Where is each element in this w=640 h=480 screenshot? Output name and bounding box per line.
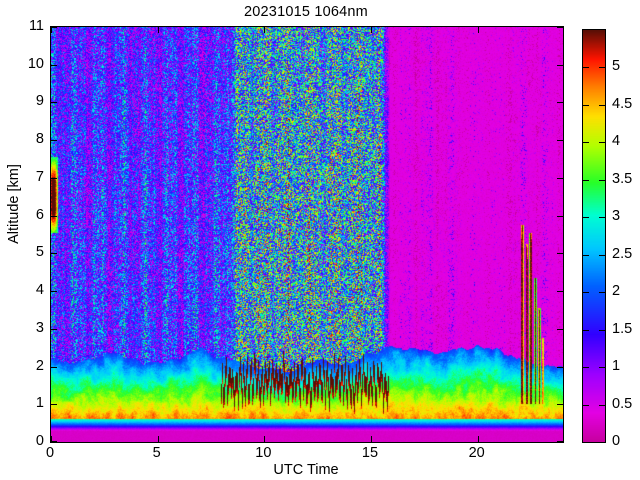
colorbar-tick-mark	[599, 254, 605, 256]
y-tick-mark	[557, 366, 563, 368]
colorbar-tick-label: 1	[612, 358, 621, 375]
y-tick-mark	[557, 291, 563, 293]
y-tick-mark	[557, 215, 563, 217]
y-tick-label: 11	[28, 18, 44, 34]
colorbar-tick-mark	[583, 217, 589, 219]
colorbar-tick-mark	[599, 404, 605, 406]
chart-title: 20231015 1064nm	[244, 4, 368, 20]
y-tick-mark	[51, 27, 57, 28]
colorbar-tick-mark	[599, 67, 605, 69]
colorbar-gradient	[583, 30, 605, 442]
colorbar-tick-label: 4	[612, 133, 621, 150]
y-tick-mark	[51, 102, 57, 104]
x-tick-mark	[51, 27, 52, 33]
colorbar-tick-mark	[599, 292, 605, 294]
heatmap-plot-area	[50, 26, 564, 443]
x-tick-mark	[51, 436, 52, 442]
colorbar-tick-label: 2.5	[612, 245, 633, 262]
y-tick-mark	[51, 215, 57, 217]
x-tick-mark	[477, 27, 479, 33]
x-tick-mark	[157, 436, 159, 442]
y-tick-mark	[557, 102, 563, 104]
y-tick-mark	[557, 328, 563, 330]
y-tick-mark	[557, 404, 563, 406]
y-tick-label: 0	[35, 433, 44, 449]
colorbar-tick-mark	[599, 104, 605, 106]
y-tick-mark	[557, 177, 563, 179]
colorbar-tick-mark	[599, 217, 605, 219]
x-tick-mark	[157, 27, 159, 33]
colorbar-tick-label: 4.5	[612, 95, 633, 112]
x-tick-mark	[264, 436, 266, 442]
y-tick-mark	[557, 64, 563, 66]
y-tick-label: 8	[35, 131, 44, 148]
colorbar-tick-mark	[599, 142, 605, 144]
x-tick-label: 20	[468, 445, 485, 461]
colorbar-tick-mark	[583, 142, 589, 144]
y-tick-label: 4	[35, 282, 44, 299]
colorbar-tick-label: 0	[612, 433, 621, 449]
y-tick-label: 10	[27, 55, 44, 72]
x-tick-mark	[371, 436, 372, 442]
y-tick-label: 5	[35, 244, 44, 261]
x-tick-label: 10	[255, 445, 272, 461]
y-axis-tick-labels: 0 1 2 3 4 5 6 7 8 9 10 11	[0, 18, 44, 449]
y-tick-mark	[51, 366, 57, 368]
y-tick-mark	[51, 291, 57, 293]
y-tick-mark	[557, 253, 563, 255]
x-tick-label: 15	[361, 445, 379, 461]
y-tick-mark	[557, 27, 563, 28]
x-tick-label: 0	[45, 445, 55, 461]
heatmap-canvas	[51, 27, 563, 442]
colorbar-tick-mark	[583, 104, 589, 106]
colorbar-tick-mark	[583, 329, 589, 331]
y-tick-mark	[51, 177, 57, 179]
y-tick-mark	[51, 404, 57, 406]
y-tick-label: 2	[35, 357, 44, 374]
x-axis-tick-labels: 0 5 10 15 20	[46, 445, 562, 465]
y-tick-mark	[51, 328, 57, 330]
colorbar-tick-label: 5	[612, 58, 621, 75]
colorbar-tick-label: 2	[612, 283, 621, 300]
colorbar-tick-label: 3.5	[612, 170, 633, 187]
y-tick-label: 6	[35, 206, 44, 223]
colorbar-tick-mark	[599, 442, 605, 443]
colorbar-tick-mark	[583, 254, 589, 256]
y-tick-mark	[51, 64, 57, 66]
x-axis-title: UTC Time	[273, 462, 339, 478]
y-tick-mark	[51, 140, 57, 142]
y-tick-mark	[557, 140, 563, 142]
colorbar-tick-mark	[599, 367, 605, 369]
colorbar-tick-mark	[583, 404, 589, 406]
colorbar-tick-mark	[583, 67, 589, 69]
x-tick-mark	[477, 436, 479, 442]
colorbar-tick-mark	[583, 442, 589, 443]
y-tick-label: 3	[35, 319, 44, 336]
y-axis-title: Altitude [km]	[6, 164, 22, 244]
colorbar-tick-mark	[583, 367, 589, 369]
colorbar	[582, 29, 606, 443]
x-tick-mark	[264, 27, 266, 33]
colorbar-tick-mark	[583, 292, 589, 294]
colorbar-tick-mark	[583, 179, 589, 181]
colorbar-tick-label: 3	[612, 208, 621, 225]
colorbar-tick-label: 1.5	[612, 320, 633, 337]
y-tick-label: 1	[35, 395, 44, 412]
colorbar-tick-label: 0.5	[612, 395, 633, 412]
y-tick-label: 9	[35, 93, 44, 110]
y-tick-label: 7	[35, 168, 44, 185]
colorbar-tick-mark	[599, 329, 605, 331]
x-tick-mark	[371, 27, 372, 33]
x-tick-label: 5	[152, 445, 161, 461]
y-tick-mark	[557, 441, 563, 442]
colorbar-tick-mark	[599, 179, 605, 181]
y-tick-mark	[51, 441, 57, 442]
y-tick-mark	[51, 253, 57, 255]
